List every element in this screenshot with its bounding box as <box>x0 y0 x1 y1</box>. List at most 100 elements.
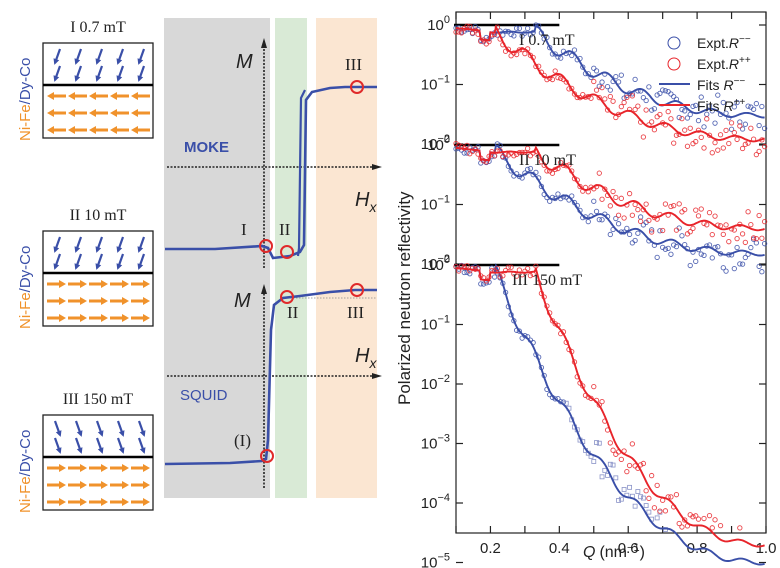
data-point-R-minus <box>464 150 470 156</box>
data-point-R-minus <box>671 93 677 100</box>
data-point-R-plus <box>682 127 688 133</box>
data-point-R-plus <box>665 108 671 115</box>
data-point-R-plus <box>453 29 459 35</box>
data-point-R-plus <box>618 195 624 201</box>
dyco-arrowhead-icon <box>137 246 144 253</box>
data-point-R-minus <box>519 33 525 39</box>
nife-arrowhead-icon <box>80 314 87 322</box>
nife-arrowhead-icon <box>59 280 66 288</box>
data-point-R-minus <box>728 126 735 132</box>
data-point-R-plus <box>717 132 724 138</box>
nife-arrowhead-icon <box>110 92 117 100</box>
nife-arrowhead-icon <box>110 126 117 134</box>
data-point-R-minus <box>742 121 748 127</box>
data-point-R-plus <box>522 50 528 57</box>
dyco-arrowhead-icon <box>95 58 102 65</box>
nife-arrowhead-icon <box>122 297 129 305</box>
data-point-R-minus <box>682 108 688 114</box>
data-point-R-plus <box>629 93 636 99</box>
legend: Expt.R−−Expt.R++Fits R−−Fits R++ <box>659 34 751 114</box>
data-point-R-minus <box>682 241 688 248</box>
data-point-R-plus <box>728 120 735 126</box>
y-tick-base: 10 <box>421 136 438 153</box>
nife-arrowhead-icon <box>59 297 66 305</box>
data-point-R-minus <box>709 255 715 261</box>
data-point-R-minus <box>464 269 470 276</box>
data-point-R-minus <box>673 243 680 250</box>
dyco-arrowhead-icon <box>139 430 146 437</box>
data-point-R-plus <box>527 153 534 159</box>
nife-arrowhead-icon <box>122 464 129 472</box>
data-point-R-minus <box>657 90 663 97</box>
data-point-R-plus <box>491 153 498 159</box>
nife-arrowhead-icon <box>89 109 96 117</box>
dyco-arrowhead-icon <box>53 75 60 82</box>
data-point-R-minus <box>599 79 605 85</box>
data-point-R-plus <box>698 134 704 141</box>
data-point-R-minus <box>657 228 663 234</box>
data-point-R-minus <box>489 265 495 271</box>
nife-arrowhead-icon <box>143 314 150 322</box>
y-tick-label: 10−1 <box>421 74 450 94</box>
data-point-R-plus <box>643 201 649 207</box>
data-point-R-minus <box>665 245 671 251</box>
data-point-R-plus <box>715 147 721 153</box>
data-point-R-minus <box>533 169 539 176</box>
squid-point-III <box>350 283 364 297</box>
data-point-R-minus <box>569 52 575 59</box>
data-point-R-minus <box>596 216 602 223</box>
data-point-R-minus <box>737 119 743 125</box>
y-tick-exponent: −2 <box>437 373 450 385</box>
data-point-R-plus <box>712 213 718 219</box>
data-point-R-plus <box>464 263 470 269</box>
data-point-R-plus <box>731 227 737 233</box>
data-point-R-minus <box>687 262 693 269</box>
data-point-R-plus <box>709 525 715 531</box>
data-point-R-plus <box>673 227 680 233</box>
squid-point-II <box>280 290 294 304</box>
y-tick-base: 10 <box>427 137 444 154</box>
y-axis-ticks: 10010−110−210010−110−210010−110−210−310−… <box>421 14 766 568</box>
x-tick-label: 0.2 <box>480 540 501 557</box>
squid-point-II-label: II <box>287 303 299 322</box>
nife-arrowhead-icon <box>68 109 75 117</box>
moke-point-III <box>350 80 364 94</box>
nife-arrowhead-icon <box>122 481 129 489</box>
data-point-R-plus <box>640 134 647 140</box>
data-point-R-plus <box>458 30 465 36</box>
data-point-R-plus <box>646 495 652 501</box>
squid-loop-curve <box>164 288 377 466</box>
moke-point-I <box>259 239 273 253</box>
legend-sup: ++ <box>739 55 751 66</box>
data-point-R-plus <box>684 143 691 149</box>
data-point-R-minus <box>524 25 531 32</box>
data-point-R-plus <box>712 517 718 523</box>
data-point-R-minus <box>552 396 558 402</box>
dyco-arrowhead-icon <box>137 58 144 65</box>
squid-point-I-label: (I) <box>234 431 251 450</box>
data-point-R-minus <box>524 166 531 173</box>
data-point-R-minus <box>591 459 597 464</box>
fit-line-R-plus <box>455 24 765 143</box>
nife-arrowhead-icon <box>143 498 150 506</box>
data-point-R-minus <box>632 237 638 244</box>
data-point-R-plus <box>549 170 556 176</box>
data-point-R-plus <box>726 140 732 147</box>
data-point-R-plus <box>646 217 652 224</box>
data-point-R-minus <box>616 498 621 503</box>
data-point-R-minus <box>593 68 600 74</box>
legend-label: Fits R++ <box>697 97 745 114</box>
data-point-R-plus <box>552 68 558 74</box>
material-a: Ni-Fe <box>17 476 34 513</box>
moke-method-label: MOKE <box>184 139 229 156</box>
y-tick-exponent: −1 <box>437 314 450 326</box>
data-point-R-minus <box>602 467 608 473</box>
y-tick-exponent: −1 <box>437 194 450 206</box>
data-point-R-plus <box>750 235 757 241</box>
data-point-R-plus <box>695 516 702 522</box>
data-point-R-minus <box>753 240 760 246</box>
data-point-R-minus <box>737 261 743 267</box>
legend-marker-icon <box>667 57 681 71</box>
nife-arrowhead-icon <box>143 280 150 288</box>
legend-var: R <box>723 77 733 93</box>
